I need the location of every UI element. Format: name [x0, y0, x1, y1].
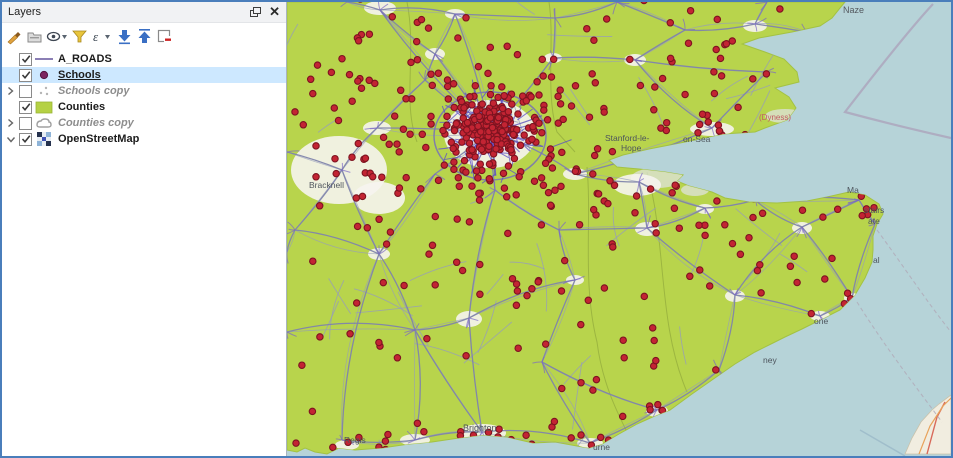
layer-checkbox[interactable]: [19, 84, 32, 98]
map-label: stairs: [864, 205, 884, 215]
schools-layer: [291, 2, 878, 454]
layers-panel-toolbar: ε: [2, 23, 286, 49]
maritime-boundaries: [843, 3, 951, 456]
layer-row-counties[interactable]: Counties: [2, 99, 286, 115]
map-label: Stanford-le-: [605, 133, 650, 143]
points-faint-symbol-icon: [32, 85, 56, 97]
filter-legend-button[interactable]: [70, 27, 89, 46]
map-label: (Dyness): [759, 113, 791, 122]
chevron-collapsed-icon[interactable]: [4, 118, 17, 128]
remove-layer-button[interactable]: [155, 27, 174, 46]
layer-label: A_ROADS: [58, 53, 112, 65]
map-label: Ma: [847, 185, 859, 195]
layer-checkbox[interactable]: [19, 132, 32, 146]
line-symbol-icon: [32, 54, 56, 64]
manage-map-themes-button[interactable]: [45, 27, 69, 46]
france-land: [904, 394, 951, 455]
svg-text:ε: ε: [93, 29, 99, 44]
map-area: Naze (Dyness) on-Sea Stanford-le- Hope Ma stai…: [287, 2, 951, 456]
layer-tree: A_ROADS Schools Schools copy Counties Counti…: [2, 49, 286, 456]
map-label: ate: [868, 216, 880, 226]
england-land: [287, 2, 884, 455]
map-labels: Naze (Dyness) on-Sea Stanford-le-Hope Mastai…: [309, 5, 884, 452]
add-group-button[interactable]: [25, 27, 44, 46]
layer-checkbox[interactable]: [19, 52, 32, 66]
map-label: Brighton: [463, 423, 497, 433]
layers-panel-title: Layers: [8, 6, 42, 18]
chevron-collapsed-icon[interactable]: [4, 86, 17, 96]
layers-panel-titlebar: Layers ✕: [2, 2, 286, 23]
polygon-symbol-icon: [32, 101, 56, 114]
map-label: Hope: [621, 143, 642, 153]
open-layer-styling-button[interactable]: [5, 27, 24, 46]
map-label: urne: [593, 442, 610, 452]
chevron-expanded-icon[interactable]: [4, 135, 17, 144]
point-symbol-icon: [32, 69, 56, 81]
map-label: Regis: [344, 435, 366, 445]
filter-by-expression-button[interactable]: ε: [90, 27, 114, 46]
layer-checkbox[interactable]: [19, 100, 32, 114]
layer-label: Counties: [58, 101, 106, 113]
expand-all-button[interactable]: [115, 27, 134, 46]
layer-row-schools-copy[interactable]: Schools copy: [2, 83, 286, 99]
layer-label: Counties copy: [58, 117, 134, 129]
layer-row-counties-copy[interactable]: Counties copy: [2, 115, 286, 131]
map-label: al: [873, 255, 880, 265]
layer-label: OpenStreetMap: [58, 133, 140, 145]
osm-symbol-icon: [32, 132, 56, 146]
map-label: Naze: [843, 5, 864, 15]
undock-panel-icon[interactable]: [250, 7, 262, 17]
map-canvas[interactable]: Naze (Dyness) on-Sea Stanford-le-Hope Mastai…: [287, 2, 951, 456]
layer-checkbox[interactable]: [19, 68, 32, 82]
map-label: ney: [763, 355, 777, 365]
polygon-outline-symbol-icon: [32, 117, 56, 129]
layer-label: Schools copy: [58, 85, 130, 97]
layer-checkbox[interactable]: [19, 116, 32, 130]
layers-panel: Layers ✕ ε A_ROADS Schools Schools copy Cou…: [2, 2, 287, 456]
close-panel-icon[interactable]: ✕: [269, 4, 280, 19]
layer-label: Schools: [58, 69, 101, 81]
map-label: Bracknell: [309, 180, 344, 190]
map-label: on-Sea: [683, 134, 711, 144]
layer-row-schools[interactable]: Schools: [2, 67, 286, 83]
collapse-all-button[interactable]: [135, 27, 154, 46]
layer-row-openstreetmap[interactable]: OpenStreetMap: [2, 131, 286, 147]
map-label: one: [814, 316, 828, 326]
layer-row-a-roads[interactable]: A_ROADS: [2, 51, 286, 67]
